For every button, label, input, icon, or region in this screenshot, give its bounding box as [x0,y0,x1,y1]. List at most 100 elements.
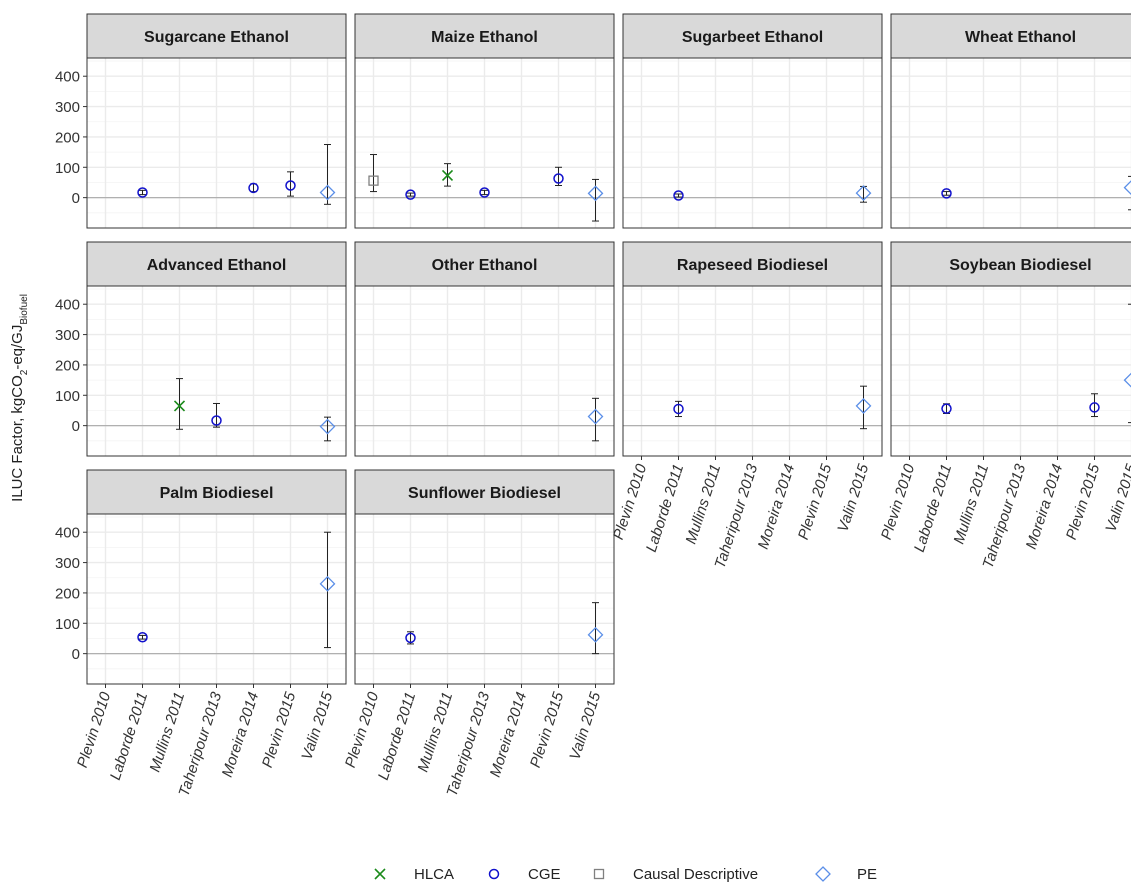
data-point-valin-2015 [855,185,872,203]
data-point-valin-2015 [1123,303,1131,424]
panel-wheat-ethanol: Wheat Ethanol [890,13,1131,229]
panel-sugarbeet-ethanol: Sugarbeet Ethanol [622,13,883,229]
x-tick-label: Moreira 2014 [219,690,262,779]
pe-point [319,575,336,592]
panel-strip [86,469,347,515]
cge-point [405,189,416,200]
pe-point [587,626,604,643]
panel-title: Soybean Biodiesel [949,257,1091,274]
x-tick-label: Valin 2015 [1102,461,1131,534]
data-point-plevin-2010 [368,154,379,193]
pe-point [855,185,872,202]
x-tick-label: Plevin 2015 [795,461,836,541]
panel-other-ethanol: Other Ethanol [354,241,615,457]
data-point-laborde-2011 [405,189,416,200]
y-tick-label: 100 [55,616,80,633]
cge-point [941,188,952,199]
data-point-plevin-2015 [285,171,296,197]
x-tick-label: Valin 2015 [298,689,336,762]
data-point-mullins-2011 [173,378,186,430]
panel-title: Other Ethanol [432,257,538,274]
data-point-valin-2015 [319,531,336,649]
x-tick-label: Plevin 2010 [610,461,651,541]
panel-sunflower-biodiesel: Sunflower Biodiesel [354,469,615,685]
panel-strip [86,241,347,287]
x-tick-label: Mullins 2011 [950,462,992,546]
panel-strip [86,13,347,59]
x-tick-label: Mullins 2011 [682,462,724,546]
data-point-mullins-2011 [441,163,454,187]
cge-point [137,632,148,643]
panel-border [354,285,615,457]
x-tick-label: Plevin 2010 [74,689,115,769]
data-point-valin-2015 [587,178,604,222]
x-tick-label: Laborde 2011 [911,462,955,554]
pe-point [587,408,604,425]
legend-label: Causal Descriptive [633,866,758,883]
panel-rapeseed-biodiesel: Rapeseed Biodiesel [622,241,883,457]
data-point-plevin-2015 [553,166,564,186]
y-tick-label: 0 [72,646,80,663]
data-point-laborde-2011 [673,190,684,201]
data-point-taheripour-2013 [479,187,490,198]
y-tick-label: 400 [55,525,80,542]
panel-border [890,57,1131,229]
data-point-valin-2015 [319,416,336,442]
panel-background [891,286,1131,456]
panel-advanced-ethanol: Advanced Ethanol 0 100 200 300 400 [55,241,347,457]
x-tick-label: Mullins 2011 [146,690,188,774]
pe-point [319,418,336,435]
panel-background [891,58,1131,228]
panel-soybean-biodiesel: Soybean Biodiesel [890,241,1131,457]
hlca-point [374,868,386,880]
x-tick-label: Mullins 2011 [414,690,456,774]
panel-title: Sunflower Biodiesel [408,485,561,502]
panel-title: Maize Ethanol [431,29,538,46]
x-tick-label: Laborde 2011 [107,690,151,782]
pe-point [587,185,604,202]
x-tick-label: Plevin 2015 [527,689,568,769]
hlca-point [441,169,454,182]
data-point-laborde-2011 [405,631,416,645]
causal-descriptive-point [593,868,605,880]
y-tick-label: 0 [72,190,80,207]
y-tick-label: 100 [55,388,80,405]
panel-border [622,57,883,229]
pe-point [1123,180,1131,196]
x-tick-label: Laborde 2011 [643,462,687,554]
panel-title: Rapeseed Biodiesel [677,257,828,274]
panel-title: Sugarcane Ethanol [144,29,289,46]
panel-maize-ethanol: Maize Ethanol [354,13,615,229]
data-point-laborde-2011 [137,632,148,643]
cge-point [137,187,148,198]
y-tick-label: 300 [55,327,80,344]
data-point-valin-2015 [587,397,604,442]
y-tick-label: 300 [55,99,80,116]
y-tick-label: 400 [55,69,80,86]
data-point-valin-2015 [855,385,872,430]
data-point-valin-2015 [587,602,604,655]
data-point-moreira-2014 [248,182,259,194]
hlca-point [173,400,186,412]
x-tick-label: Moreira 2014 [755,462,798,551]
y-tick-label: 200 [55,129,80,146]
cge-point [673,190,684,201]
x-tick-label: Moreira 2014 [1023,462,1066,551]
x-tick-label: Moreira 2014 [487,690,530,779]
panel-strip [622,241,883,287]
y-tick-label: 200 [55,585,80,602]
data-point-taheripour-2013 [211,402,222,428]
y-tick-label: 0 [72,418,80,435]
legend-item-hlca: HLCA [374,866,454,883]
y-tick-label: 400 [55,297,80,314]
data-point-laborde-2011 [137,187,148,198]
panel-title: Sugarbeet Ethanol [682,29,823,46]
pe-point [1123,372,1131,388]
panel-strip [354,13,615,59]
legend-label: CGE [528,866,561,883]
cge-point [211,415,222,426]
panel-strip [622,13,883,59]
panel-strip [354,241,615,287]
pe-point [855,397,872,414]
